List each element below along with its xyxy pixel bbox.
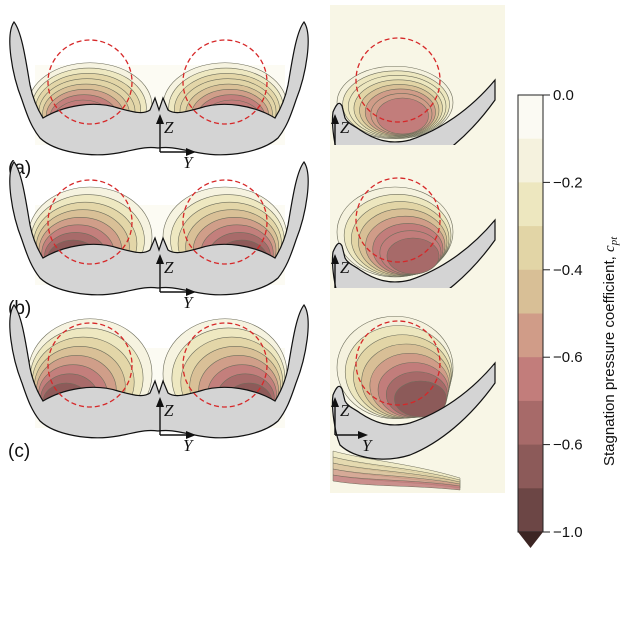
colorbar-band <box>518 95 543 140</box>
inlet-circle <box>355 177 441 263</box>
inlet-circle <box>182 179 268 265</box>
colorbar-band <box>518 182 543 227</box>
z-axis-label: Z <box>340 118 350 137</box>
axes-front: ZY <box>156 397 196 455</box>
z-axis-label: Z <box>340 258 350 277</box>
colorbar-tick-label: −0.4 <box>553 262 583 279</box>
colorbar-band <box>518 444 543 489</box>
colorbar-band <box>518 138 543 183</box>
colorbar-tick-label: −0.2 <box>553 174 583 191</box>
z-axis-label: Z <box>164 258 174 277</box>
inlet-circle <box>355 320 441 406</box>
z-axis-label: Z <box>164 118 174 137</box>
z-axis-label: Z <box>164 401 174 420</box>
axes-front: ZY <box>156 254 196 312</box>
y-axis-label: Y <box>183 436 194 455</box>
y-axis-label: Y <box>362 436 373 455</box>
inlet-circle <box>47 39 133 125</box>
axes-side: ZY <box>331 397 373 455</box>
colorbar-band <box>518 269 543 314</box>
y-axis-arrow <box>186 431 196 439</box>
inlet-circle <box>182 39 268 125</box>
colorbar-title: Stagnation pressure coefficient, cpt <box>601 236 620 466</box>
colorbar-band <box>518 400 543 446</box>
y-axis-arrow <box>358 431 368 439</box>
y-axis-label: Y <box>183 293 194 312</box>
y-axis-arrow <box>186 148 196 156</box>
z-axis-arrow <box>156 114 164 124</box>
colorbar-band <box>518 226 543 271</box>
colorbar-tick-label: −0.6 <box>553 349 583 366</box>
colorbar-tick-label: −0.6 <box>553 437 583 454</box>
y-axis-label: Y <box>183 153 194 172</box>
colorbar-tick-label: −1.0 <box>553 524 583 541</box>
colorbar-bands <box>518 95 543 533</box>
contour-band <box>386 237 440 275</box>
axes-front: ZY <box>156 114 196 172</box>
colorbar-extend-triangle <box>518 532 543 548</box>
y-axis-arrow <box>186 288 196 296</box>
colorbar-band <box>518 488 543 533</box>
z-axis-arrow <box>331 114 339 124</box>
z-axis-arrow <box>156 254 164 264</box>
panel-label: (c) <box>8 441 30 462</box>
inlet-circle <box>355 37 441 123</box>
z-axis-arrow <box>331 397 339 407</box>
colorbar-ticks: 0.0 −0.2 −0.4 −0.6 −0.6 −1.0 <box>543 87 583 541</box>
side-contours <box>330 288 505 493</box>
inlet-circle <box>182 322 268 408</box>
wake-band <box>332 474 461 491</box>
z-axis-arrow <box>156 397 164 407</box>
z-axis-label: Z <box>340 401 350 420</box>
colorbar-tick-label: 0.0 <box>553 87 574 104</box>
inlet-circle <box>47 179 133 265</box>
z-axis-arrow <box>331 254 339 264</box>
inlet-circle <box>47 322 133 408</box>
colorbar-band <box>518 357 543 402</box>
colorbar-band <box>518 313 543 358</box>
colorbar: 0.0 −0.2 −0.4 −0.6 −0.6 −1.0 Stagnation press… <box>517 87 620 548</box>
